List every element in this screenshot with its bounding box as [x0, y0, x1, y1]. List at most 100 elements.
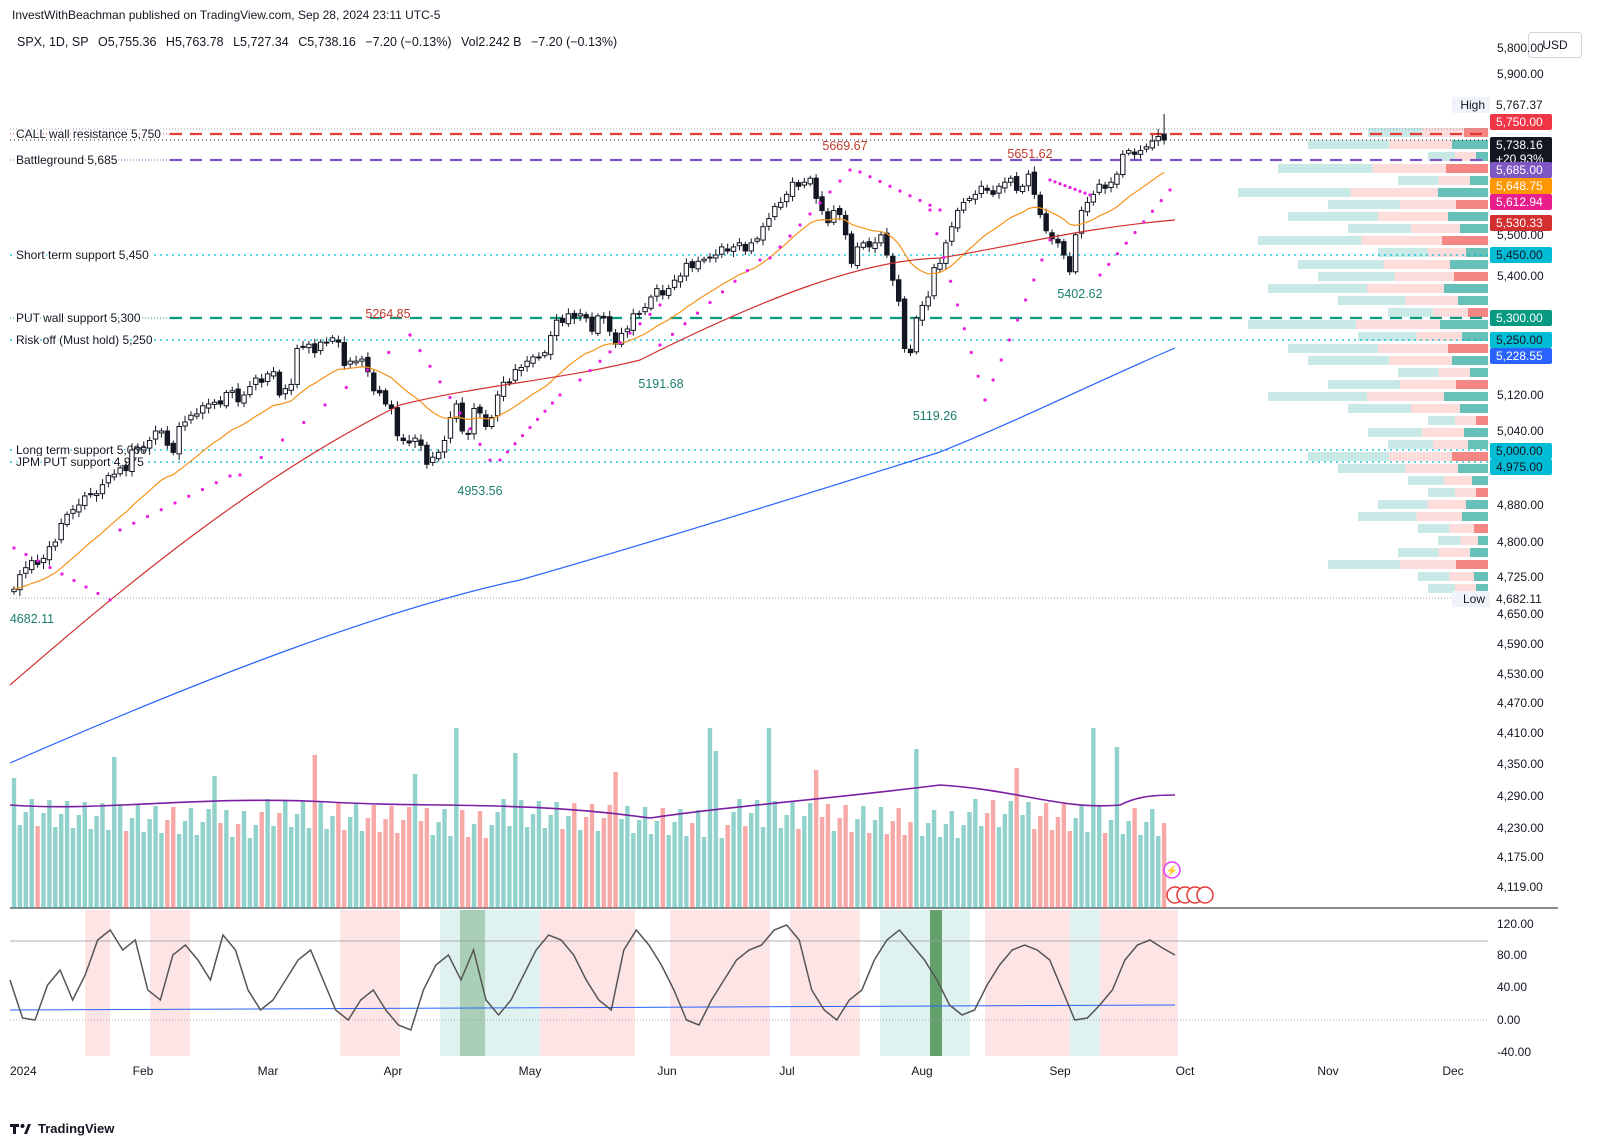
volume-profile-bar — [1400, 200, 1456, 209]
volume-profile-bar — [1350, 188, 1438, 197]
volume-bar — [1114, 747, 1120, 908]
sar-dot — [720, 290, 725, 294]
volume-bar — [524, 827, 530, 908]
candle-body — [536, 356, 542, 359]
volume-bar — [11, 778, 17, 908]
candle-body — [713, 254, 719, 259]
symbol-label[interactable]: SPX, 1D, SP — [17, 35, 89, 49]
y-tick-label: 5,400.00 — [1497, 269, 1544, 283]
candle-body — [459, 402, 465, 432]
candle-body — [1120, 153, 1126, 176]
volume-bar — [837, 818, 842, 908]
volume-bar — [377, 832, 382, 908]
candle-body — [866, 241, 872, 248]
volume-profile-bar — [1438, 536, 1461, 545]
volume-bar — [984, 813, 990, 908]
price-chart[interactable]: 5,900.00 5,800.00 5,500.00 5,400.00 5,120.00… — [0, 0, 1604, 1110]
sar-dot — [955, 303, 960, 307]
candle-body — [141, 447, 147, 451]
candle-body — [483, 414, 489, 427]
volume-bar — [902, 835, 907, 908]
volume-profile-bar — [1389, 356, 1452, 365]
sar-dot — [848, 168, 852, 172]
candle-body — [931, 267, 937, 297]
sar-dot — [84, 585, 88, 589]
volume-bar — [1108, 820, 1114, 908]
sar-dot — [1150, 209, 1155, 213]
volume-profile-bar — [1368, 428, 1422, 437]
volume-bar — [507, 826, 512, 908]
volume-bar — [695, 810, 701, 908]
volume-bar — [501, 799, 506, 908]
candle-body — [742, 243, 749, 252]
sar-dot — [1133, 230, 1137, 235]
sar-dot — [683, 322, 687, 326]
level-label: Long term support 5,000 — [16, 443, 147, 457]
volume-bar — [371, 805, 376, 908]
volume-profile-bar — [1455, 488, 1476, 497]
sar-dot — [588, 369, 592, 373]
sar-dot — [991, 378, 995, 382]
volume-profile-bar — [1476, 488, 1488, 497]
volume-profile-bar — [1442, 236, 1488, 245]
volume-bar — [572, 803, 577, 908]
candle-body — [996, 185, 1002, 194]
candle-body — [93, 493, 100, 496]
candle-body — [87, 493, 94, 496]
candle-body — [253, 377, 259, 385]
volume-bar — [294, 814, 300, 908]
volume-bar — [690, 823, 695, 908]
sar-dot — [520, 434, 525, 438]
sar-dot — [1098, 273, 1102, 277]
volume-bar — [619, 819, 624, 908]
candle-body — [583, 314, 589, 319]
annotation-label: 5402.62 — [1057, 287, 1102, 301]
volume-profile-bar — [1388, 308, 1433, 317]
x-axis-label: Nov — [1317, 1064, 1338, 1078]
volume-bar — [448, 836, 453, 908]
sar-dot — [12, 546, 16, 550]
candle-body — [229, 390, 235, 393]
currency-button[interactable]: USD — [1528, 32, 1582, 58]
candle-body — [58, 523, 64, 541]
sar-dot — [1068, 185, 1072, 190]
volume-bar — [489, 825, 494, 908]
volume-profile-bar — [1422, 428, 1464, 437]
candle-body — [276, 371, 283, 396]
oscillator-zone — [985, 910, 1070, 1056]
candle-body — [388, 404, 395, 409]
sar-dot — [908, 194, 912, 198]
sar-dot — [733, 279, 737, 283]
volume-bar — [1161, 823, 1167, 908]
candle-body — [624, 328, 631, 333]
volume-bar — [513, 753, 518, 908]
price-tag-value: 5,612.94 — [1496, 195, 1543, 209]
candle-body — [595, 315, 601, 334]
volume-bar — [200, 822, 205, 908]
candle-body — [111, 473, 117, 478]
volume-profile-bar — [1411, 224, 1460, 233]
oscillator-tick-label: 0.00 — [1497, 1013, 1521, 1027]
volume-bar — [318, 802, 323, 908]
volume-profile-bar — [1456, 200, 1488, 209]
candle-body — [1072, 234, 1079, 273]
sar-dot — [438, 380, 442, 384]
candle-body — [176, 426, 182, 455]
candle-body — [418, 439, 424, 446]
y-tick-label: 4,119.00 — [1497, 880, 1543, 894]
candle-body — [152, 430, 159, 440]
level-label: CALL wall resistance 5,750 — [16, 127, 161, 141]
sar-dot — [1032, 278, 1036, 282]
candle-body — [76, 504, 82, 513]
volume-profile-bar — [1328, 560, 1400, 569]
volume-bar — [1150, 809, 1155, 908]
volume-bar — [106, 830, 111, 908]
candle-body — [565, 313, 572, 325]
volume-profile-bar — [1476, 584, 1488, 593]
candle-body — [783, 193, 790, 203]
candle-body — [11, 588, 17, 593]
volume-bar — [495, 812, 500, 908]
volume-bar — [536, 801, 542, 908]
tradingview-brand[interactable]: TradingView — [38, 1121, 115, 1136]
candle-body — [518, 367, 524, 371]
